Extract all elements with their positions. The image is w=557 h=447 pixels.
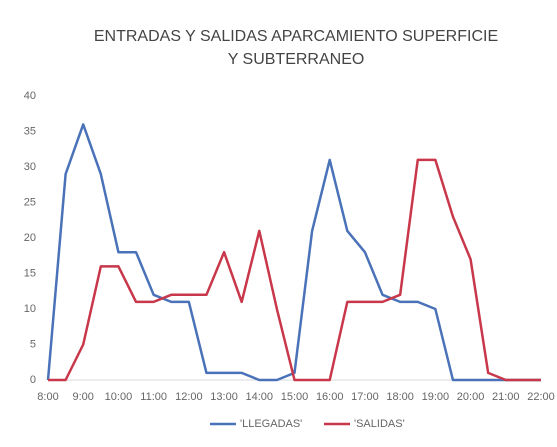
y-tick-label: 25 <box>24 196 36 208</box>
x-tick-label: 13:00 <box>210 391 238 403</box>
y-tick-label: 20 <box>24 232 36 244</box>
x-tick-label: 15:00 <box>281 391 309 403</box>
x-tick-label: 20:00 <box>457 391 485 403</box>
series-line <box>46 123 541 382</box>
legend-label: 'SALIDAS' <box>354 418 405 430</box>
x-tick-label: 17:00 <box>351 391 379 403</box>
y-tick-label: 40 <box>24 90 36 102</box>
y-tick-label: 30 <box>24 161 36 173</box>
y-tick-label: 5 <box>30 338 36 350</box>
y-tick-label: 15 <box>24 267 36 279</box>
x-tick-label: 11:00 <box>140 391 167 403</box>
x-tick-label: 12:00 <box>175 391 203 403</box>
x-tick-label: 18:00 <box>386 391 414 403</box>
legend-label: 'LLEGADAS' <box>240 418 302 430</box>
x-tick-label: 8:00 <box>37 391 58 403</box>
x-tick-label: 19:00 <box>422 391 450 403</box>
y-tick-label: 35 <box>24 125 36 137</box>
x-tick-label: 14:00 <box>246 391 274 403</box>
x-tick-label: 22:00 <box>527 391 555 403</box>
chart-title: Y SUBTERRANEO <box>228 51 365 68</box>
x-tick-label: 16:00 <box>316 391 344 403</box>
x-tick-label: 21:00 <box>492 391 520 403</box>
x-tick-label: 10:00 <box>105 391 133 403</box>
y-tick-label: 0 <box>30 374 36 386</box>
chart-title: ENTRADAS Y SALIDAS APARCAMIENTO SUPERFIC… <box>94 28 498 45</box>
series-line <box>48 158 541 382</box>
y-tick-label: 10 <box>24 303 36 315</box>
x-tick-label: 9:00 <box>73 391 94 403</box>
